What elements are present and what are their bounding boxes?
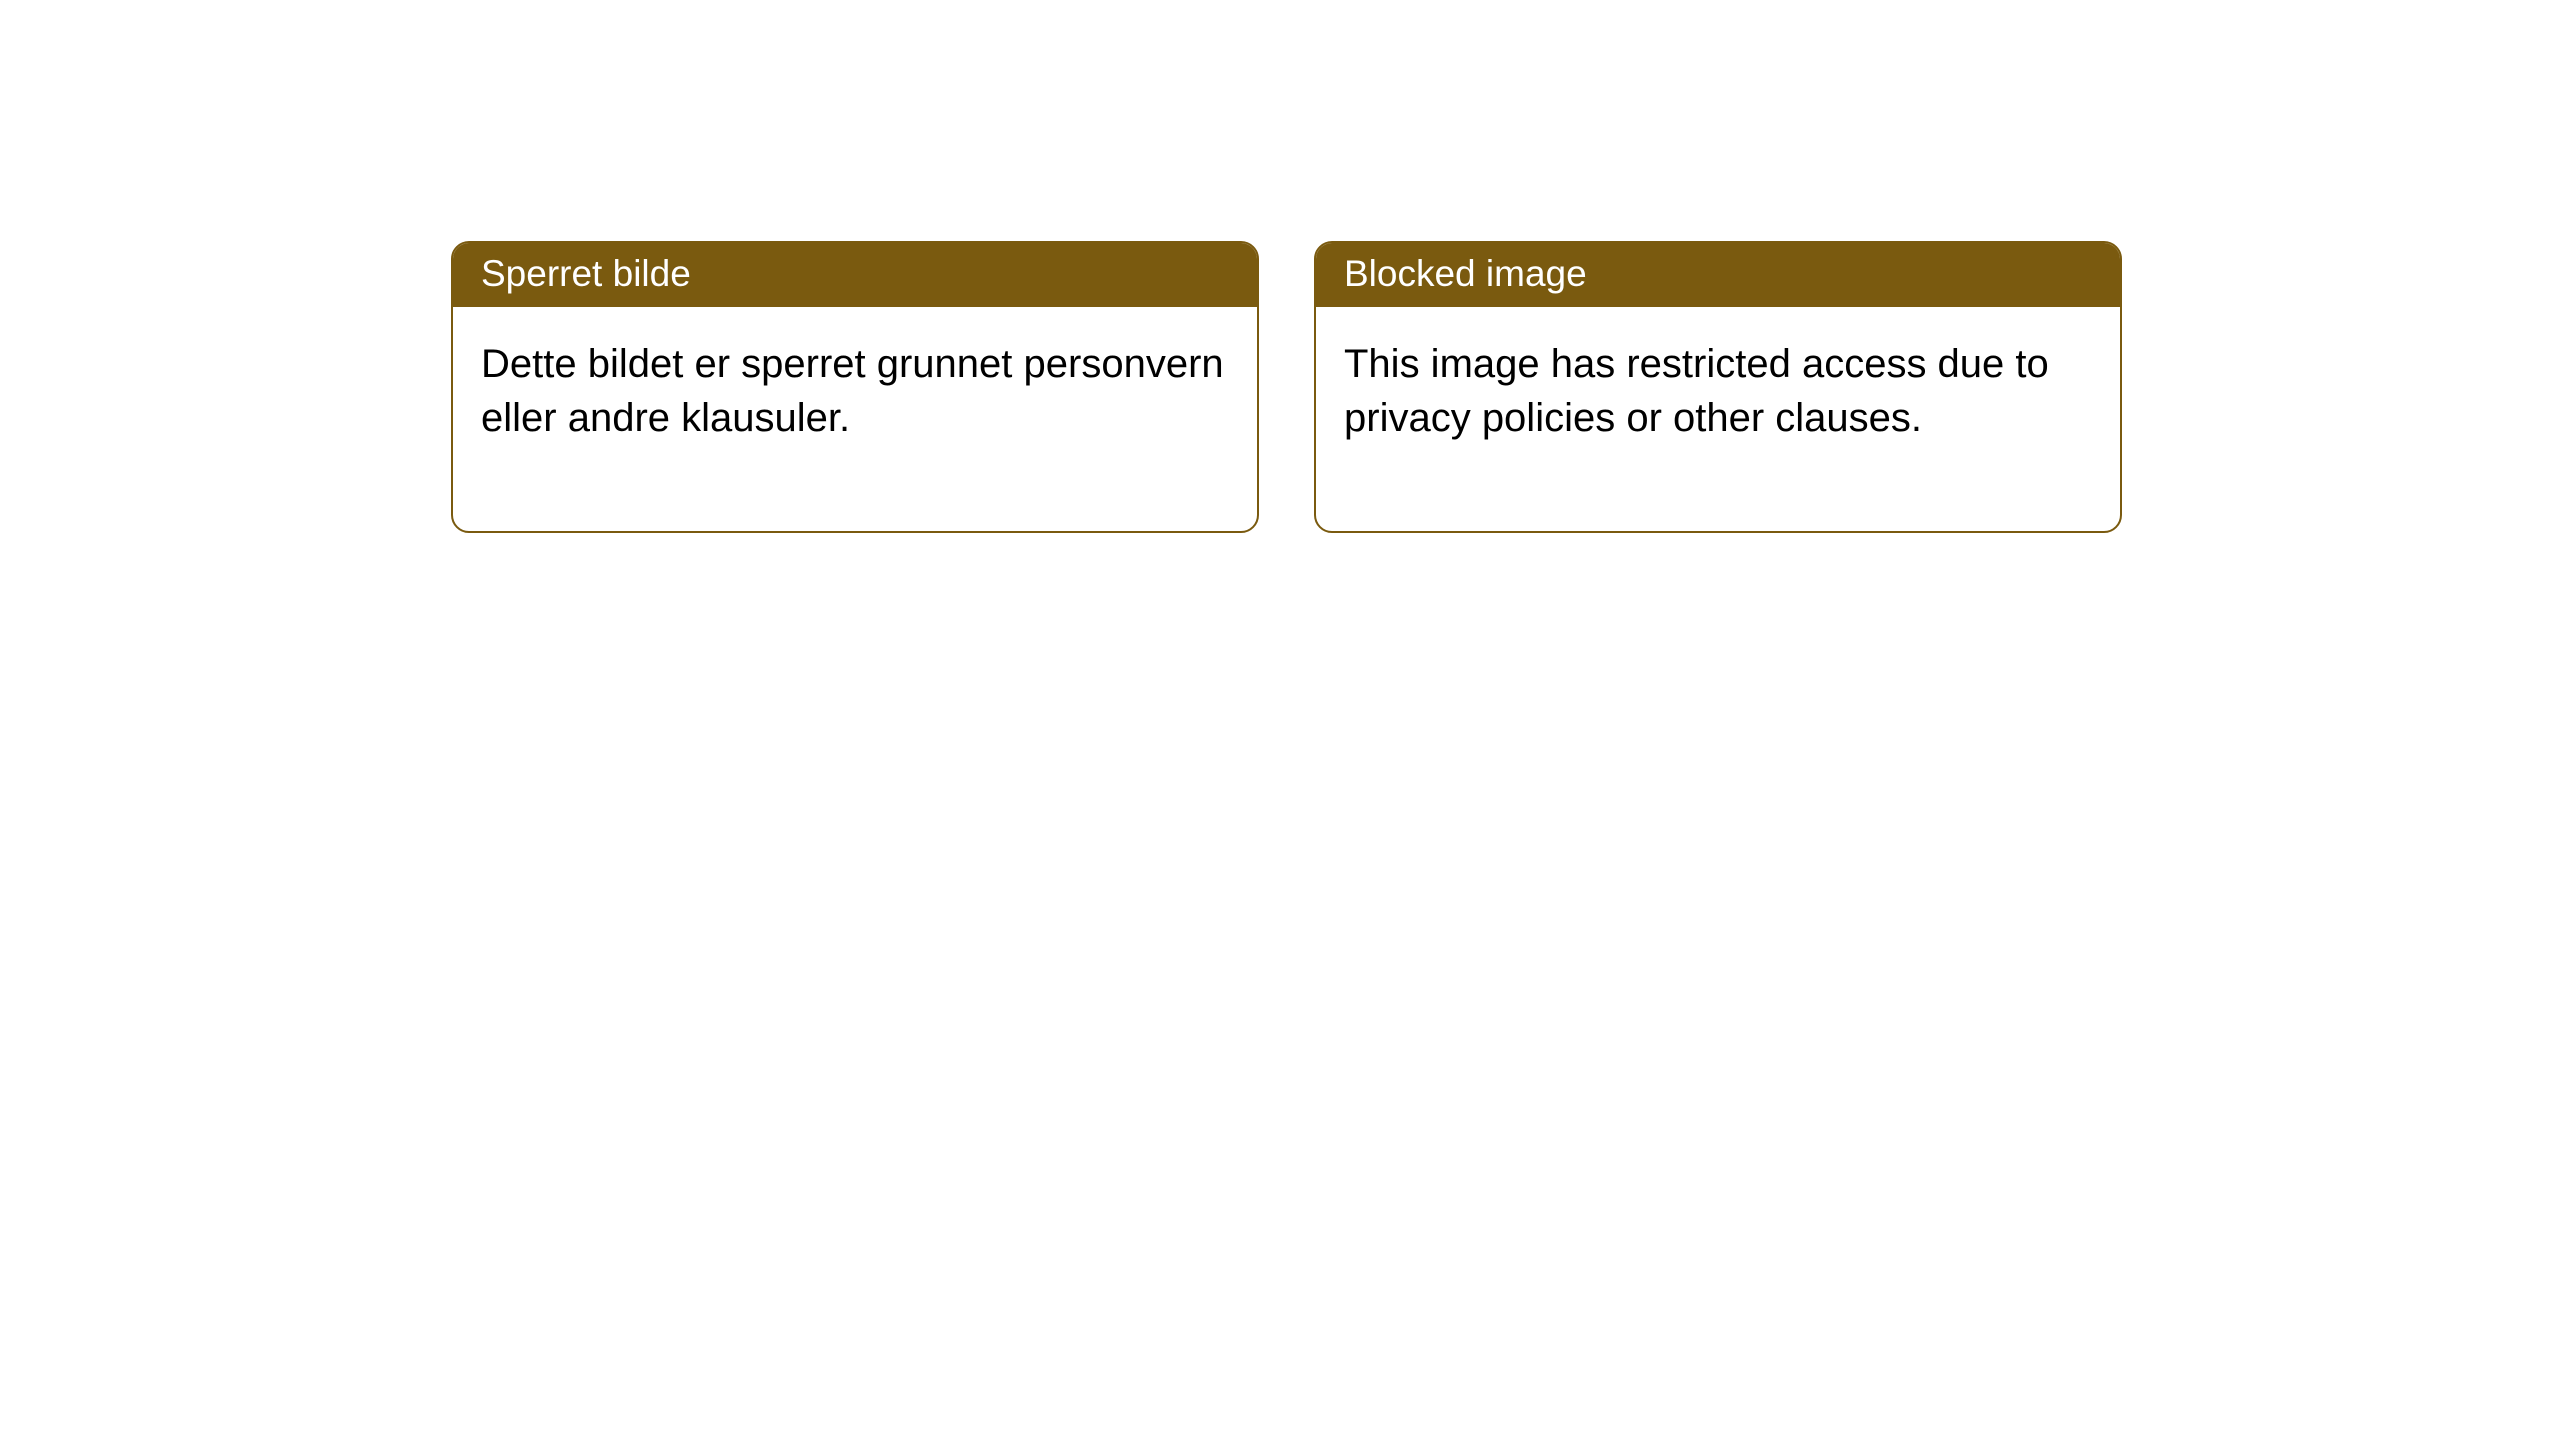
notice-cards-container: Sperret bilde Dette bildet er sperret gr… [451, 241, 2122, 533]
notice-body: Dette bildet er sperret grunnet personve… [453, 307, 1257, 531]
notice-body: This image has restricted access due to … [1316, 307, 2120, 531]
notice-header: Sperret bilde [453, 243, 1257, 307]
notice-card-norwegian: Sperret bilde Dette bildet er sperret gr… [451, 241, 1259, 533]
notice-card-english: Blocked image This image has restricted … [1314, 241, 2122, 533]
notice-header: Blocked image [1316, 243, 2120, 307]
